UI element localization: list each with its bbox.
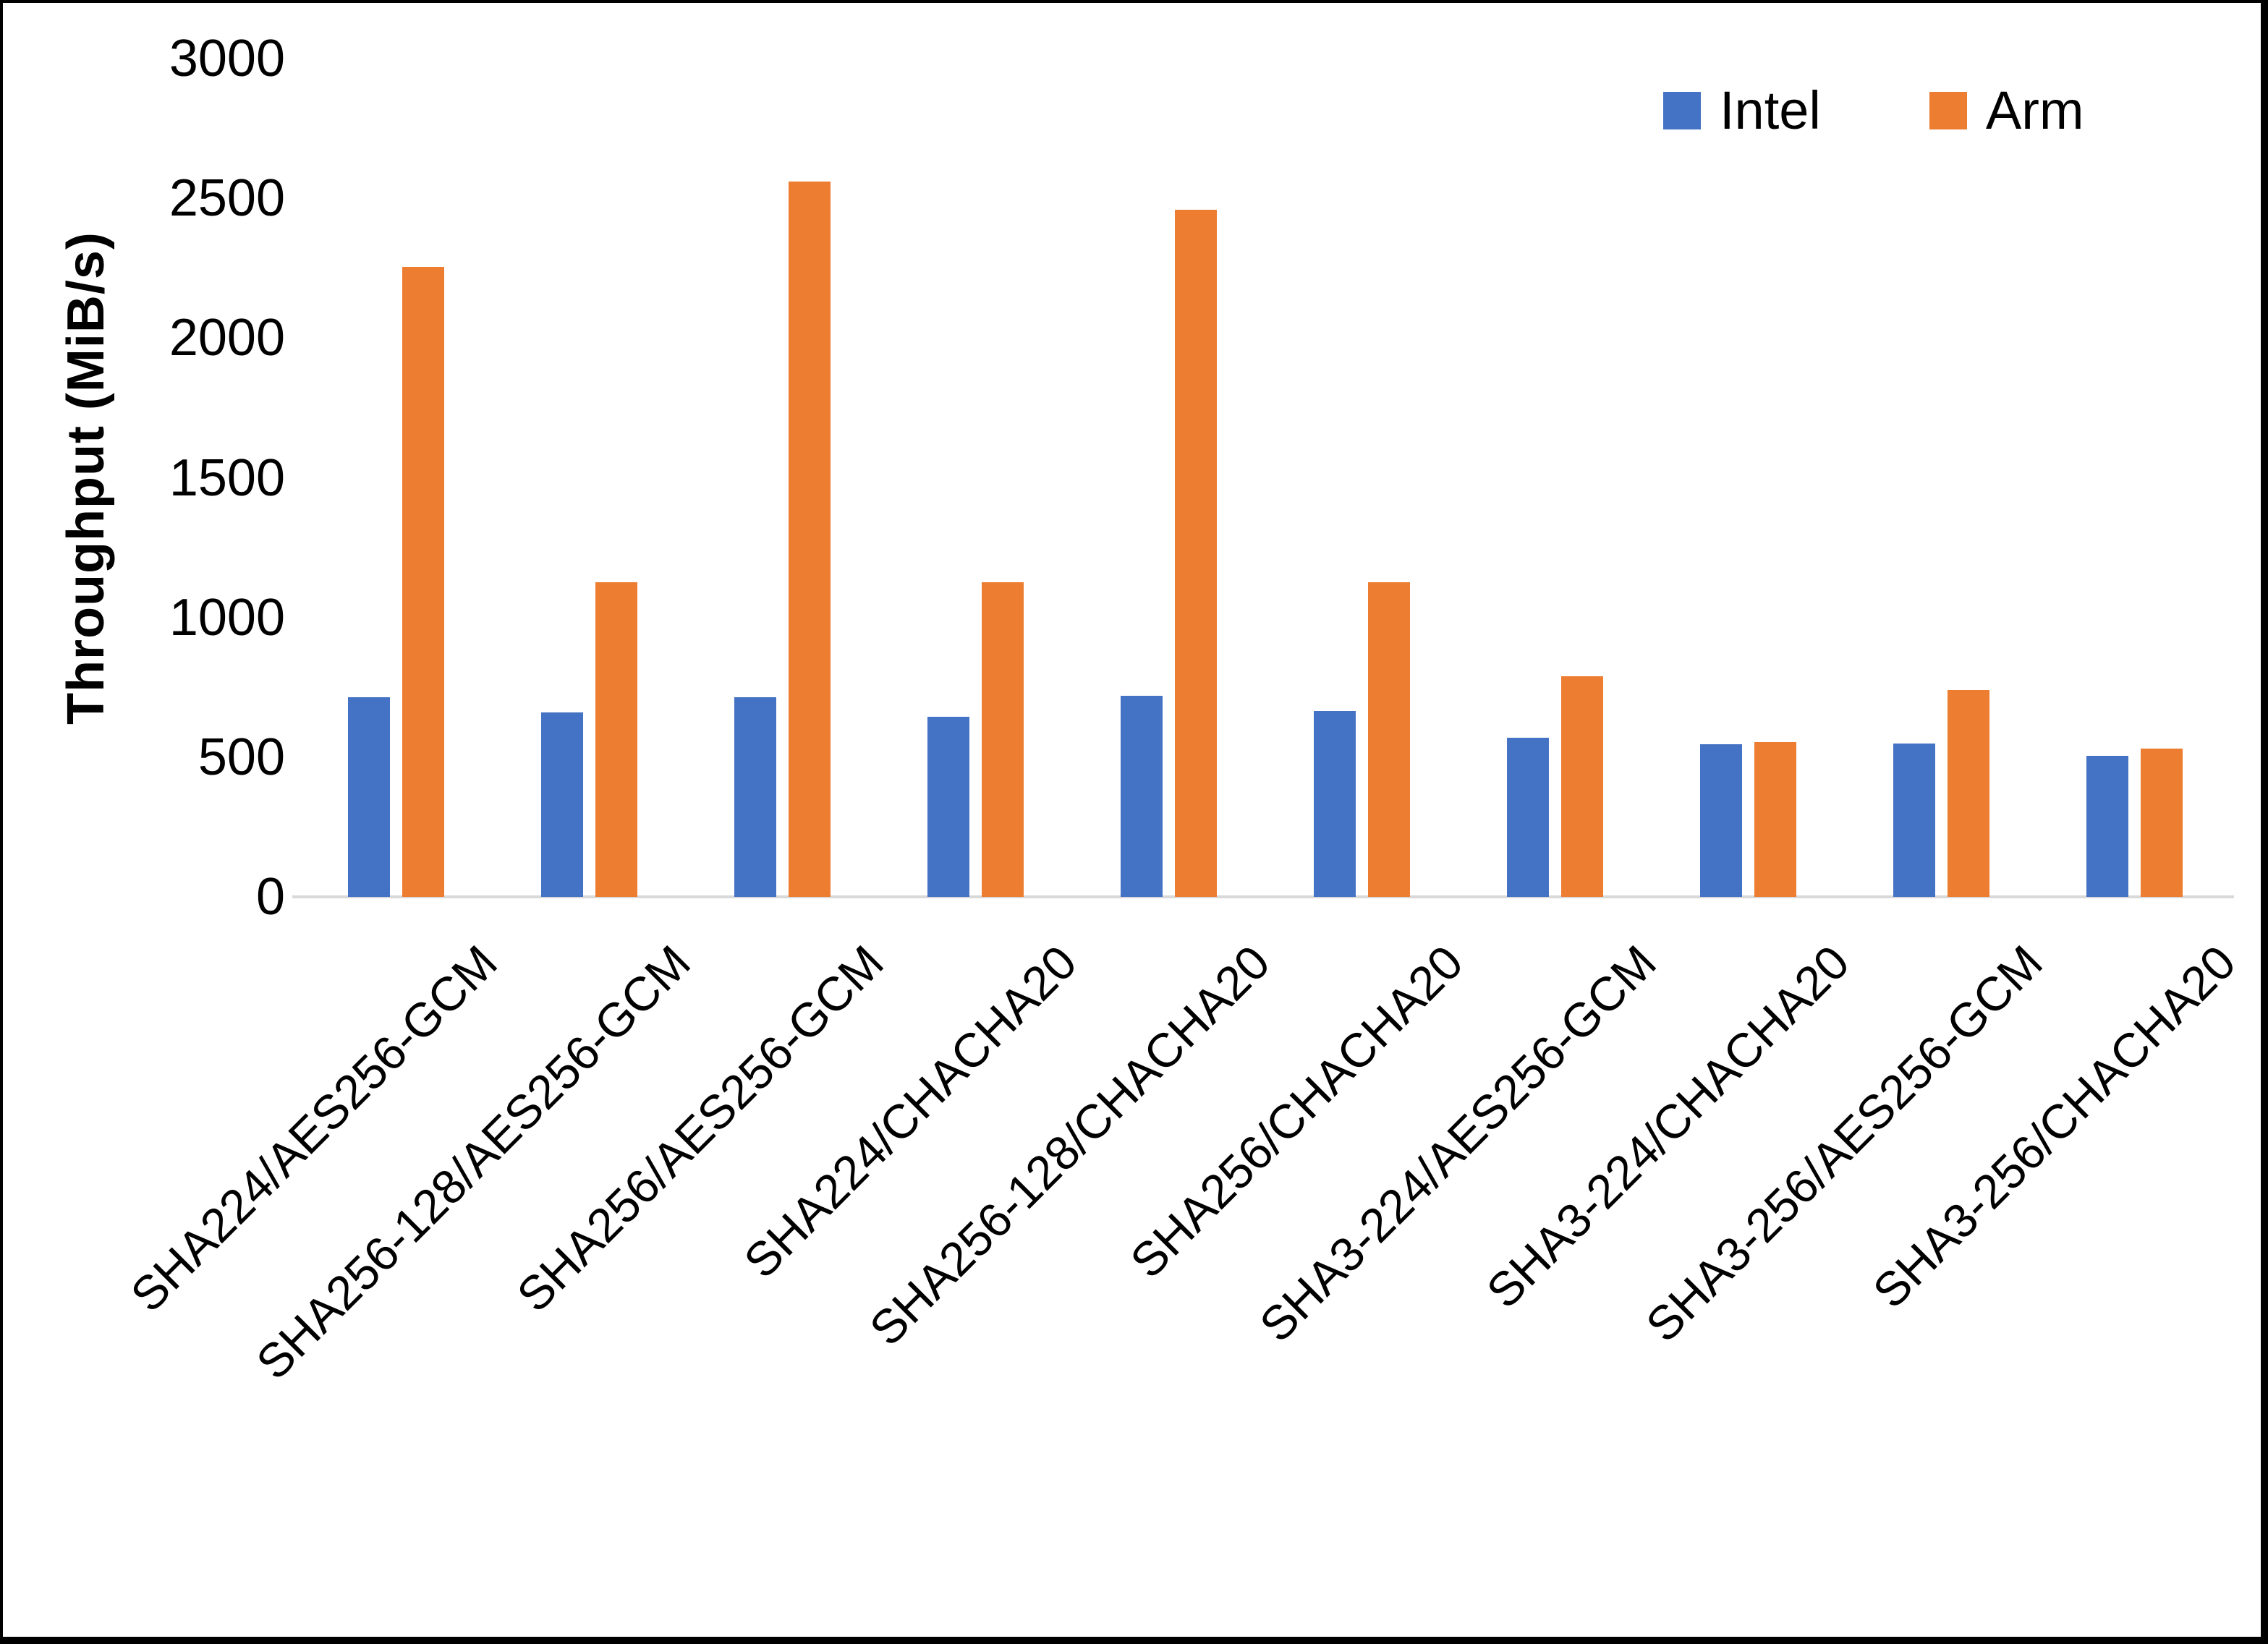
x-axis-label-6: SHA3-224/AES256-GCM — [1249, 934, 1666, 1352]
x-axis-line — [292, 895, 2234, 898]
legend-swatch-arm — [1929, 92, 1967, 129]
bar-arm-9 — [2141, 749, 2183, 897]
y-tick-label-2500: 2500 — [169, 169, 285, 228]
bar-arm-7 — [1754, 741, 1796, 897]
legend-swatch-intel — [1663, 92, 1701, 129]
bar-intel-3 — [927, 716, 969, 897]
bar-arm-3 — [982, 582, 1024, 897]
y-tick-label-1000: 1000 — [169, 588, 285, 647]
bar-arm-8 — [1948, 690, 1989, 897]
x-axis-label-5: SHA256/CHACHA20 — [1119, 934, 1473, 1288]
bar-arm-5 — [1368, 582, 1410, 897]
bar-intel-4 — [1121, 695, 1163, 897]
legend-label-arm: Arm — [1985, 80, 2084, 140]
bar-intel-2 — [734, 697, 776, 897]
bar-intel-9 — [2086, 755, 2128, 897]
x-axis-label-4: SHA256-128/CHACHA20 — [859, 934, 1280, 1356]
x-axis-label-2: SHA256/AES256-GCM — [506, 934, 893, 1322]
x-axis-label-7: SHA3-224/CHACHA20 — [1475, 934, 1859, 1319]
y-tick-label-500: 500 — [198, 728, 285, 786]
x-axis-label-9: SHA3-256/CHACHA20 — [1861, 934, 2246, 1319]
bar-intel-0 — [348, 697, 390, 897]
legend-item-arm: Arm — [1929, 84, 2084, 137]
y-tick-label-1500: 1500 — [169, 448, 285, 507]
y-tick-label-2000: 2000 — [169, 309, 285, 367]
x-axis-label-3: SHA224/CHACHA20 — [733, 934, 1087, 1288]
legend: Intel Arm — [1663, 84, 2084, 137]
bar-arm-2 — [789, 181, 831, 897]
y-tick-label-0: 0 — [255, 868, 285, 926]
bar-arm-6 — [1561, 676, 1603, 897]
y-tick-label-3000: 3000 — [169, 30, 285, 88]
bar-intel-6 — [1507, 737, 1549, 897]
x-axis-label-8: SHA3-256/AES256-GCM — [1635, 934, 2052, 1352]
legend-item-intel: Intel — [1663, 84, 1821, 137]
x-axis-label-0: SHA224/AES256-GCM — [119, 934, 507, 1322]
bar-intel-7 — [1700, 744, 1742, 897]
bar-arm-0 — [402, 266, 444, 897]
bar-intel-8 — [1893, 743, 1935, 897]
bar-arm-1 — [595, 582, 637, 897]
legend-label-intel: Intel — [1720, 80, 1821, 140]
bar-intel-5 — [1314, 711, 1356, 897]
bar-arm-4 — [1175, 209, 1217, 897]
bar-intel-1 — [541, 712, 583, 897]
